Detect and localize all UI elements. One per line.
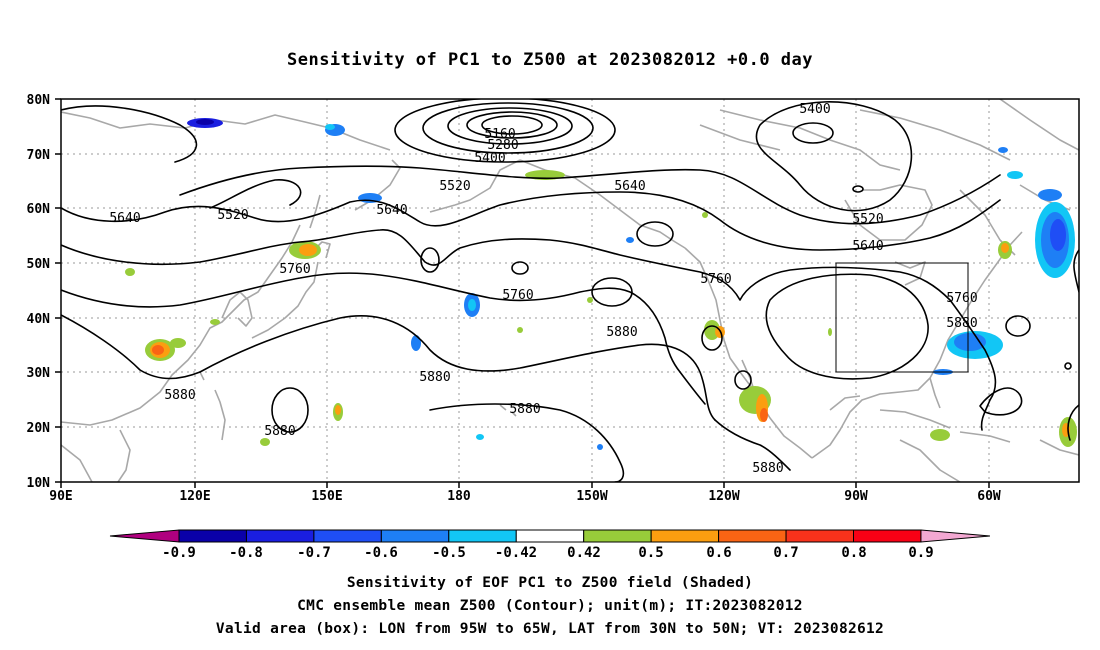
colorbar-tick: -0.8 — [229, 545, 263, 561]
colorbar-tick: -0.7 — [297, 545, 331, 561]
caption-contour: CMC ensemble mean Z500 (Contour); unit(m… — [297, 598, 803, 614]
colorbar-segment — [583, 529, 652, 543]
lon-label: 120W — [708, 489, 739, 504]
graticule — [61, 99, 1079, 482]
contour-label: 5880 — [509, 402, 540, 417]
colorbar-tick: -0.9 — [162, 545, 196, 561]
colorbar-arrow-low — [109, 529, 180, 543]
colorbar-tick: -0.6 — [364, 545, 398, 561]
colorbar-segment — [313, 529, 382, 543]
colorbar-tick: 0.8 — [841, 545, 866, 561]
contour-label: 5880 — [946, 316, 977, 331]
contour-label: 5760 — [700, 272, 731, 287]
contour-label: 5280 — [487, 138, 518, 153]
valid-area-box — [835, 262, 969, 373]
contour-label: 5400 — [474, 151, 505, 166]
map-frame — [60, 98, 1080, 483]
lon-label: 90W — [844, 489, 868, 504]
contour-label: 5880 — [419, 370, 450, 385]
contour-label: 5400 — [799, 102, 830, 117]
contour-label: 5760 — [502, 288, 533, 303]
colorbar-segment — [178, 529, 247, 543]
contour-label: 5640 — [614, 179, 645, 194]
contour-labels: 5160 5280 5400 5400 5520 5520 5520 5640 … — [109, 102, 977, 476]
contour-label: 5880 — [164, 388, 195, 403]
lat-label: 10N — [27, 476, 51, 491]
z500-contours — [61, 99, 1079, 482]
contour-label: 5760 — [946, 291, 977, 306]
contour-label: 5640 — [852, 239, 883, 254]
colorbar-tick-labels: -0.9 -0.8 -0.7 -0.6 -0.5 -0.42 0.42 0.5 … — [162, 545, 934, 561]
contour-label: 5760 — [279, 262, 310, 277]
lat-label: 80N — [27, 93, 51, 108]
axis-ticks — [55, 98, 990, 488]
lat-label: 60N — [27, 202, 51, 217]
lon-label: 180 — [447, 489, 471, 504]
lon-label: 60W — [977, 489, 1001, 504]
colorbar-segment — [718, 529, 787, 543]
lon-label: 120E — [179, 489, 210, 504]
colorbar-segment — [785, 529, 854, 543]
colorbar-segment — [515, 529, 585, 543]
colorbar-tick: -0.5 — [432, 545, 466, 561]
lat-label: 20N — [27, 421, 51, 436]
map-title: Sensitivity of PC1 to Z500 at 2023082012… — [286, 50, 813, 70]
lat-label: 50N — [27, 257, 51, 272]
colorbar-segment — [245, 529, 315, 543]
longitude-labels: 90E 120E 150E 180 150W 120W 90W 60W — [49, 489, 1001, 504]
contour-label: 5160 — [484, 127, 515, 142]
colorbar-tick: 0.42 — [567, 545, 601, 561]
colorbar-tick: 0.9 — [908, 545, 933, 561]
lat-label: 40N — [27, 312, 51, 327]
caption-shading: Sensitivity of EOF PC1 to Z500 field (Sh… — [346, 575, 754, 591]
colorbar-tick: 0.5 — [638, 545, 663, 561]
colorbar-segment — [380, 529, 450, 543]
lon-label: 150E — [311, 489, 342, 504]
colorbar-tick: 0.7 — [773, 545, 798, 561]
contour-label: 5880 — [752, 461, 783, 476]
latitude-labels: 10N 20N 30N 40N 50N 60N 70N 80N — [27, 93, 51, 491]
colorbar-segment — [650, 529, 720, 543]
sensitivity-shading — [125, 118, 1077, 450]
colorbar-arrow-high — [920, 529, 990, 543]
colorbar-segment — [448, 529, 517, 543]
lat-label: 70N — [27, 148, 51, 163]
caption-valid-area: Valid area (box): LON from 95W to 65W, L… — [215, 621, 885, 637]
lon-label: 150W — [576, 489, 607, 504]
lat-label: 30N — [27, 366, 51, 381]
contour-label: 5640 — [109, 211, 140, 226]
colorbar-segment — [853, 529, 922, 543]
contour-label: 5520 — [852, 212, 883, 227]
contour-label: 5880 — [264, 424, 295, 439]
contour-label: 5880 — [606, 325, 637, 340]
contour-label: 5640 — [376, 203, 407, 218]
contour-label: 5520 — [439, 179, 470, 194]
colorbar-tick: -0.42 — [495, 545, 537, 561]
lon-label: 90E — [49, 489, 72, 504]
colorbar-tick: 0.6 — [706, 545, 731, 561]
contour-label: 5520 — [217, 208, 248, 223]
colorbar — [109, 529, 990, 543]
